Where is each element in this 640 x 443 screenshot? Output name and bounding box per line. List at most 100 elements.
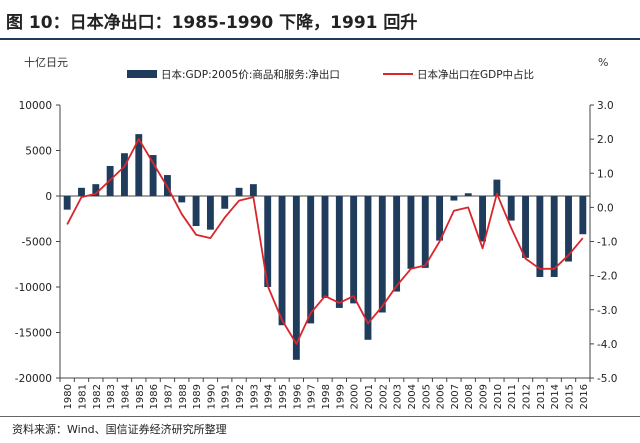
year-label: 1986 [149, 384, 160, 409]
right-tick-label: 0.0 [597, 202, 614, 214]
net-export-bar [192, 196, 200, 227]
net-export-bar [536, 196, 544, 277]
net-export-bar [135, 134, 143, 196]
legend-bar-label: 日本:GDP:2005价:商品和服务:净出口 [161, 68, 340, 81]
net-export-bar [178, 196, 186, 203]
left-tick-label: -20000 [15, 373, 52, 385]
year-label: 2002 [378, 384, 389, 409]
net-export-bar [550, 196, 558, 277]
year-label: 1980 [63, 384, 74, 409]
net-export-bar [407, 196, 415, 269]
year-label: 1990 [206, 384, 217, 409]
year-label: 2013 [536, 384, 547, 409]
year-label: 2006 [436, 384, 447, 409]
net-export-bar [450, 196, 458, 201]
legend-line-label: 日本净出口在GDP中占比 [417, 68, 534, 81]
net-export-bar [579, 196, 587, 235]
source-note: 资料来源：Wind、国信证券经济研究所整理 [12, 423, 227, 436]
net-export-bar [378, 196, 386, 313]
right-tick-label: -2.0 [597, 271, 618, 283]
left-tick-label: 10000 [19, 100, 52, 112]
figure-title: 图 10：日本净出口：1985-1990 下降，1991 回升 [6, 13, 418, 33]
gdp-share-line [66, 138, 584, 345]
right-tick-label: 3.0 [597, 100, 614, 112]
right-tick-label: -1.0 [597, 237, 618, 249]
year-label: 1981 [77, 384, 88, 409]
net-export-bar [436, 196, 444, 241]
left-tick-label: 0 [45, 191, 52, 203]
title-divider [0, 38, 640, 40]
legend-bar-swatch [127, 70, 157, 78]
net-export-bar [321, 196, 329, 298]
year-label: 1989 [192, 384, 203, 409]
year-label: 2005 [421, 384, 432, 409]
year-label: 2008 [464, 384, 475, 409]
net-export-bar [479, 196, 487, 242]
left-tick-label: -5000 [21, 237, 52, 249]
net-export-bar [235, 187, 243, 196]
year-label: 1995 [278, 384, 289, 409]
year-label: 2012 [522, 384, 533, 409]
net-export-bar [292, 196, 300, 360]
net-export-bar [221, 196, 229, 209]
left-tick-label: -10000 [15, 282, 52, 294]
year-label: 1988 [178, 384, 189, 409]
left-tick-label: 5000 [25, 146, 52, 158]
year-label: 1997 [307, 384, 318, 409]
right-tick-label: 1.0 [597, 168, 614, 180]
net-export-bar [149, 155, 157, 196]
net-export-bar [350, 196, 358, 304]
net-export-bar [421, 196, 429, 268]
year-label: 1996 [292, 384, 303, 409]
net-export-bar [507, 196, 515, 221]
right-tick-label: -4.0 [597, 339, 618, 351]
net-export-bar [393, 196, 401, 292]
net-export-bar [92, 184, 100, 196]
year-label: 1992 [235, 384, 246, 409]
year-label: 2003 [393, 384, 404, 409]
year-label: 1994 [264, 384, 275, 409]
chart-legend: 日本:GDP:2005价:商品和服务:净出口 日本净出口在GDP中占比 [127, 68, 534, 81]
left-tick-label: -15000 [15, 328, 52, 340]
year-label: 1991 [221, 384, 232, 409]
net-export-bar [364, 196, 372, 340]
net-export-bar [121, 153, 128, 196]
year-label: 2015 [565, 384, 576, 409]
net-export-bar [264, 196, 272, 287]
year-label: 1987 [163, 384, 174, 409]
net-export-bar [464, 193, 472, 196]
left-axis-unit: 十亿日元 [24, 55, 68, 69]
year-label: 2010 [493, 384, 504, 409]
net-export-bar [206, 196, 214, 230]
net-export-bar [307, 196, 315, 324]
net-export-bar [249, 184, 257, 196]
net-export-bar [78, 187, 85, 196]
source-divider [0, 416, 640, 417]
net-export-bar [278, 196, 286, 326]
net-export-bar [63, 196, 71, 210]
year-label: 2007 [450, 384, 461, 409]
year-label: 1985 [135, 384, 146, 409]
net-export-bar [522, 196, 529, 258]
year-label: 2011 [507, 384, 518, 409]
right-tick-label: -3.0 [597, 305, 618, 317]
year-label: 2001 [364, 384, 375, 409]
year-label: 1982 [92, 384, 103, 409]
figure-title-bar: 图 10：日本净出口：1985-1990 下降，1991 回升 [0, 0, 640, 40]
net-export-bar [565, 196, 572, 262]
net-export-bar [493, 179, 501, 196]
right-tick-label: 2.0 [597, 134, 614, 146]
year-label: 1999 [335, 384, 346, 409]
year-label: 1983 [106, 384, 117, 409]
net-export-bar [335, 196, 343, 308]
year-label: 2009 [479, 384, 490, 409]
year-label: 2014 [550, 384, 561, 409]
net-export-chart: 十亿日元 % 日本:GDP:2005价:商品和服务:净出口 日本净出口在GDP中… [15, 55, 618, 409]
right-tick-label: -5.0 [597, 373, 618, 385]
year-label: 1984 [120, 384, 131, 409]
plot-area: 10000 5000 0 -5000 -10000 -15000 -20000 3.0 2.0 1… [15, 100, 618, 409]
year-label: 2004 [407, 384, 418, 409]
year-label: 2000 [350, 384, 361, 409]
year-label: 2016 [579, 384, 590, 409]
year-label: 1993 [249, 384, 260, 409]
